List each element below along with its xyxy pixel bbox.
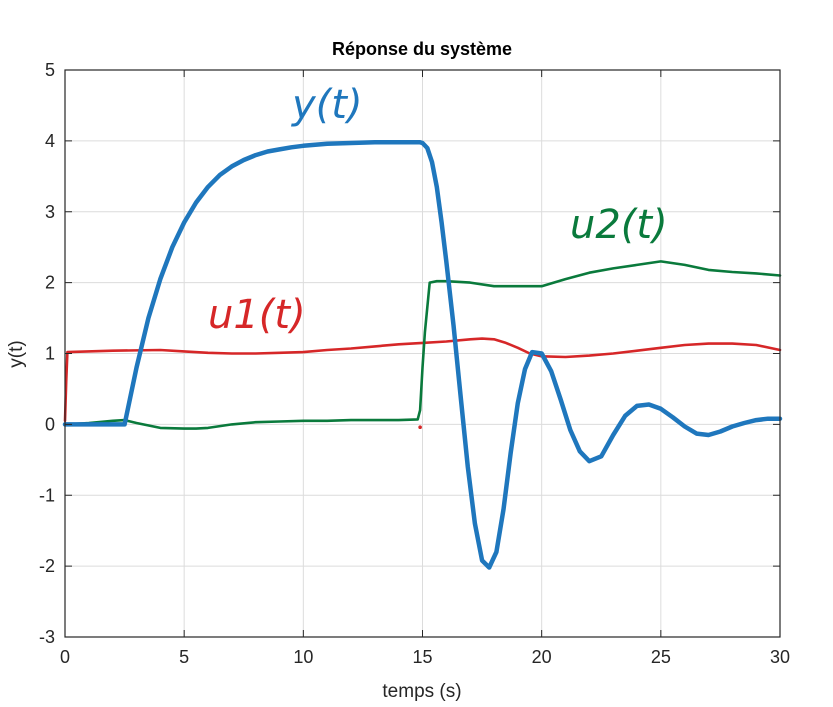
series-line-u2 bbox=[63, 260, 782, 430]
annotation-u1: u1(t) bbox=[208, 292, 306, 338]
x-tick-label: 30 bbox=[770, 647, 790, 667]
series-line-y bbox=[62, 140, 783, 570]
y-tick-label: -1 bbox=[39, 485, 55, 505]
y-tick-label: -3 bbox=[39, 627, 55, 647]
y-tick-label: 0 bbox=[45, 414, 55, 434]
stray-mark bbox=[418, 425, 422, 430]
x-tick-label: 10 bbox=[293, 647, 313, 667]
y-axis-label: y(t) bbox=[6, 340, 27, 367]
tick-group: 0 5 10 15 20 25 30 -3 -2 -1 0 1 2 3 4 5 bbox=[39, 60, 790, 667]
x-tick-label: 0 bbox=[60, 647, 70, 667]
chart-title: Réponse du système bbox=[332, 39, 512, 59]
x-tick-label: 25 bbox=[651, 647, 671, 667]
y-tick-label: 3 bbox=[45, 202, 55, 222]
y-tick-label: 2 bbox=[45, 273, 55, 293]
x-tick-label: 5 bbox=[179, 647, 189, 667]
y-tick-label: 5 bbox=[45, 60, 55, 80]
series-group bbox=[62, 140, 783, 570]
y-tick-label: -2 bbox=[39, 556, 55, 576]
x-axis-label: temps (s) bbox=[382, 681, 461, 702]
annotation-y: y(t) bbox=[291, 82, 363, 128]
y-tick-label: 1 bbox=[45, 344, 55, 364]
annotation-u2: u2(t) bbox=[570, 202, 668, 248]
series-line-u1 bbox=[63, 337, 782, 423]
y-tick-label: 4 bbox=[45, 131, 55, 151]
x-tick-label: 20 bbox=[532, 647, 552, 667]
x-tick-label: 15 bbox=[412, 647, 432, 667]
